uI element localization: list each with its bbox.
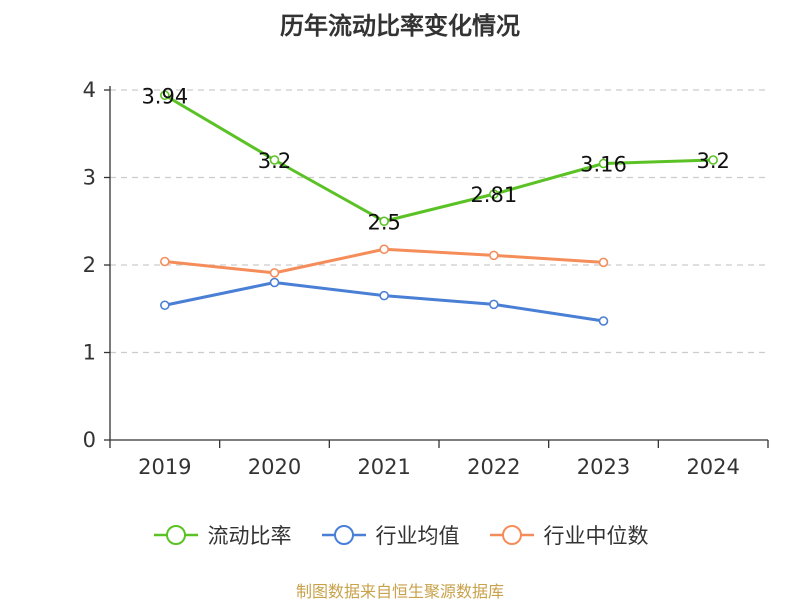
data-source: 制图数据来自恒生聚源数据库 <box>295 582 504 601</box>
data-point <box>379 290 389 301</box>
legend-label: 行业均值 <box>375 524 460 548</box>
series-line-1 <box>164 281 604 323</box>
y-tick-label: 2 <box>83 253 96 277</box>
x-tick-label: 2024 <box>686 455 739 479</box>
grid-lines <box>110 89 768 354</box>
data-point <box>160 256 170 267</box>
data-point <box>598 316 609 326</box>
y-tick-label: 1 <box>83 341 96 365</box>
series-line-0 <box>164 93 714 223</box>
data-point <box>489 299 499 310</box>
y-tick-label: 4 <box>83 78 96 102</box>
data-point <box>269 155 280 165</box>
data-point <box>379 216 389 227</box>
legend-item[interactable]: 行业均值 <box>320 520 460 550</box>
data-point <box>598 257 609 268</box>
y-tick-label: 3 <box>83 166 96 190</box>
x-tick-label: 2022 <box>467 455 520 479</box>
axes: 0 1 2 3 4 2019 2020 2021 2022 2023 2024 <box>83 78 769 479</box>
data-labels: 3.94 3.2 2.5 2.81 3.16 3.2 <box>141 84 729 234</box>
data-point <box>598 158 609 169</box>
legend-marker-icon <box>489 525 534 545</box>
legend-label: 流动比率 <box>207 524 292 548</box>
x-tick-label: 2019 <box>138 455 191 479</box>
data-label: 3.2 <box>696 149 729 173</box>
data-point <box>160 90 170 101</box>
data-point <box>379 244 389 255</box>
legend-marker-icon <box>321 525 366 545</box>
x-tick-label: 2023 <box>577 455 630 479</box>
x-tick-label: 2020 <box>248 455 301 479</box>
data-point <box>708 155 718 165</box>
series-lines <box>160 90 718 326</box>
legend-marker-icon <box>153 525 198 545</box>
chart-title: 历年流动比率变化情况 <box>280 12 520 40</box>
data-point <box>160 300 170 311</box>
legend-item[interactable]: 流动比率 <box>152 520 292 550</box>
data-point <box>269 277 280 288</box>
data-label: 3.2 <box>258 149 291 173</box>
data-point <box>489 250 499 261</box>
x-tick-label: 2021 <box>357 455 410 479</box>
data-label: 3.16 <box>580 153 627 177</box>
data-label: 2.81 <box>470 183 517 207</box>
data-point <box>269 268 280 278</box>
legend: 流动比率 行业均值 行业中位数 <box>0 520 800 550</box>
data-label: 2.5 <box>367 210 400 234</box>
data-point <box>489 189 499 199</box>
legend-label: 行业中位数 <box>543 524 649 548</box>
legend-item[interactable]: 行业中位数 <box>488 520 649 550</box>
y-tick-label: 0 <box>83 428 96 452</box>
data-label: 3.94 <box>141 84 188 108</box>
